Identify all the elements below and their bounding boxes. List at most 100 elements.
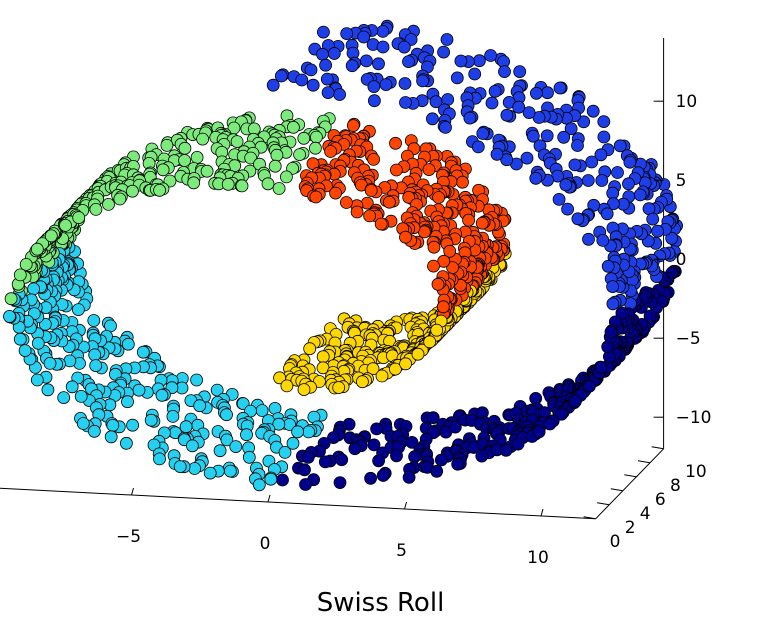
z-tick-label: −5 xyxy=(676,329,701,349)
scatter-point-series-4 xyxy=(499,443,513,457)
y-tick-mark xyxy=(597,502,610,506)
scatter-point-series-5 xyxy=(665,231,679,245)
scatter-point-series-3 xyxy=(74,389,88,403)
scatter-point-series-1 xyxy=(350,205,364,219)
scatter-point-series-1 xyxy=(399,230,412,244)
scatter-point-series-3 xyxy=(43,356,57,370)
chart-title: Swiss Roll xyxy=(316,588,445,618)
scatter-point-series-1 xyxy=(339,196,353,209)
scatter-point-series-3 xyxy=(18,344,32,358)
scatter-point-series-2 xyxy=(221,177,235,191)
scatter-point-series-2 xyxy=(309,130,323,144)
scatter-point-series-5 xyxy=(611,166,624,179)
scatter-point-series-5 xyxy=(500,108,514,122)
z-tick-label: 10 xyxy=(676,92,698,112)
scatter-point-series-0 xyxy=(280,379,294,393)
scatter-point-series-5 xyxy=(530,86,543,100)
scatter-point-series-4 xyxy=(405,435,419,449)
scatter-point-series-0 xyxy=(430,323,444,337)
scatter-point-series-4 xyxy=(451,457,465,471)
scatter-point-series-3 xyxy=(302,425,316,439)
scatter-point-series-4 xyxy=(583,379,596,393)
scatter-point-series-4 xyxy=(301,450,315,464)
scatter-point-series-3 xyxy=(88,348,102,362)
scatter-point-series-4 xyxy=(426,411,440,425)
scatter-point-series-5 xyxy=(357,30,371,44)
scatter-point-series-5 xyxy=(327,47,341,60)
scatter-point-series-2 xyxy=(72,211,86,225)
scatter-point-series-5 xyxy=(440,33,454,46)
scatter-point-series-5 xyxy=(402,55,415,68)
scatter-point-series-1 xyxy=(367,152,381,166)
scatter-point-series-3 xyxy=(126,418,140,432)
scatter-point-series-5 xyxy=(450,71,464,85)
y-tick-label: 0 xyxy=(610,532,621,552)
scatter-point-series-4 xyxy=(402,470,416,484)
scatter-point-series-5 xyxy=(484,49,498,62)
scatter-point-series-4 xyxy=(532,425,546,439)
scatter-point-series-3 xyxy=(76,417,90,430)
scatter-point-series-0 xyxy=(366,362,380,376)
scatter-point-series-2 xyxy=(268,159,282,173)
x-axis-line xyxy=(0,487,596,520)
scatter-point-series-3 xyxy=(31,336,45,350)
scatter-point-series-5 xyxy=(437,45,451,59)
scatter-point-series-5 xyxy=(571,212,585,226)
scatter-point-series-5 xyxy=(316,47,329,61)
scatter-point-series-3 xyxy=(193,399,207,413)
scatter-point-series-4 xyxy=(348,442,362,456)
scatter-point-series-5 xyxy=(498,65,511,78)
x-tick-mark xyxy=(404,501,407,510)
scatter-point-series-5 xyxy=(540,129,554,143)
x-tick-label: −5 xyxy=(116,527,141,547)
x-tick-mark xyxy=(540,508,544,517)
scatter-point-series-3 xyxy=(89,359,103,373)
scatter-point-series-5 xyxy=(606,297,620,311)
scatter-point-series-5 xyxy=(398,77,412,90)
y-tick-label: 2 xyxy=(625,518,636,538)
scatter-point-series-3 xyxy=(240,428,253,442)
scatter-point-series-2 xyxy=(272,182,286,195)
scatter-point-series-5 xyxy=(488,84,502,98)
scatter-point-series-3 xyxy=(88,424,101,438)
scatter-point-series-2 xyxy=(113,192,127,206)
scatter-point-series-4 xyxy=(335,453,349,467)
scatter-point-series-5 xyxy=(559,178,573,192)
scatter-point-series-3 xyxy=(220,433,234,447)
scatter-point-series-3 xyxy=(166,409,180,423)
scatter-point-series-1 xyxy=(374,217,388,231)
axes-layer xyxy=(0,38,665,520)
scatter-point-series-0 xyxy=(297,383,311,397)
scatter-point-series-5 xyxy=(564,122,578,136)
scatter-point-series-5 xyxy=(512,100,526,114)
scatter-point-series-5 xyxy=(513,65,527,78)
scatter-point-series-5 xyxy=(319,58,333,72)
scatter-point-series-3 xyxy=(136,345,150,359)
scatter-point-series-5 xyxy=(429,95,443,109)
scatter-point-series-2 xyxy=(19,257,33,271)
scatter-point-series-0 xyxy=(388,362,402,376)
scatter-point-series-0 xyxy=(332,381,346,395)
scatter-point-series-4 xyxy=(467,441,481,454)
scatter-point-series-3 xyxy=(179,420,193,434)
scatter-point-series-1 xyxy=(382,195,396,209)
scatter-point-series-1 xyxy=(427,240,441,254)
scatter-point-series-3 xyxy=(132,383,146,397)
scatter-point-series-3 xyxy=(106,418,120,432)
scatter-point-series-5 xyxy=(597,115,611,128)
scatter-point-series-2 xyxy=(30,242,44,256)
scatter-point-series-1 xyxy=(436,300,450,314)
scatter-point-series-3 xyxy=(57,391,71,405)
scatter-point-series-3 xyxy=(13,332,27,346)
scatter-point-series-5 xyxy=(586,104,600,118)
scatter-point-series-0 xyxy=(399,357,413,371)
y-tick-label: 10 xyxy=(685,462,707,482)
scatter-point-series-1 xyxy=(431,277,445,291)
scatter-point-series-5 xyxy=(596,233,610,247)
scatter-point-series-5 xyxy=(439,121,452,134)
scatter-point-series-5 xyxy=(597,130,611,144)
scatter-point-series-2 xyxy=(187,176,201,190)
scatter-point-series-3 xyxy=(72,303,85,317)
y-tick-mark xyxy=(583,516,596,520)
scatter-point-series-5 xyxy=(622,177,635,191)
